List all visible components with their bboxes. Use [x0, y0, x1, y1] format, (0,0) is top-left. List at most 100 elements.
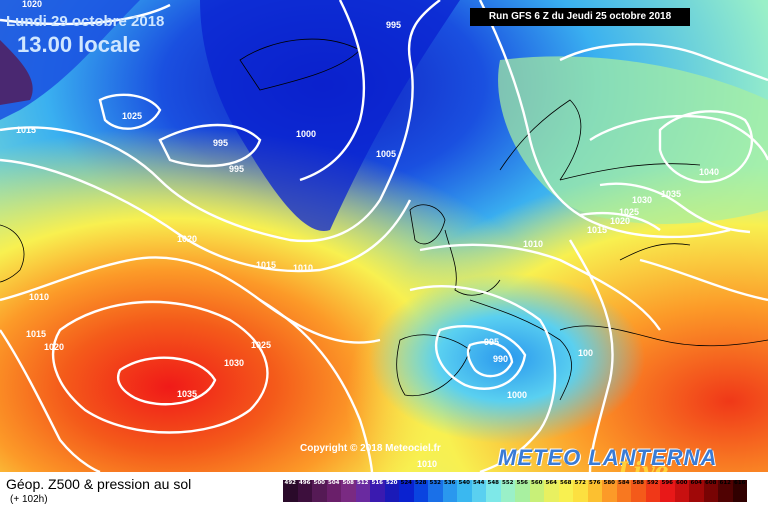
scale-swatch: 508: [341, 480, 356, 502]
scale-value: 492: [284, 480, 296, 486]
isobar-label: 1025: [619, 207, 639, 217]
product-label: Géop. Z500 & pression au sol: [6, 476, 192, 492]
scale-swatch: 616: [732, 480, 747, 502]
scale-swatch: 524: [399, 480, 414, 502]
scale-swatch: 580: [602, 480, 617, 502]
isobar-label: 1035: [661, 189, 681, 199]
isobar-label: 1020: [610, 216, 630, 226]
isobar-label: 995: [386, 20, 401, 30]
run-info: Run GFS 6 Z du Jeudi 25 octobre 2018: [470, 8, 690, 26]
scale-swatch: 612: [718, 480, 733, 502]
isobar-label: 1040: [699, 167, 719, 177]
isobar-label: 1020: [22, 0, 42, 9]
legend-bar: Géop. Z500 & pression au sol (+ 102h) 49…: [0, 472, 768, 512]
scale-value: 544: [473, 480, 485, 486]
scale-swatch: 504: [326, 480, 341, 502]
coastlines: [0, 38, 768, 401]
scale-value: 568: [560, 480, 572, 486]
scale-value: 564: [545, 480, 557, 486]
isobar-label: 1030: [632, 195, 652, 205]
isobar-label: 1015: [587, 225, 607, 235]
isobar-label: 1000: [296, 129, 316, 139]
scale-swatch: 596: [660, 480, 675, 502]
scale-swatch: 540: [457, 480, 472, 502]
scale-value: 560: [531, 480, 543, 486]
scale-swatch: 560: [529, 480, 544, 502]
isobar-label: 1010: [523, 239, 543, 249]
lead-time: (+ 102h): [10, 494, 48, 505]
scale-value: 528: [415, 480, 427, 486]
scale-swatch: 492: [283, 480, 298, 502]
isobar-label: 1020: [44, 342, 64, 352]
isobar-label: 1000: [507, 390, 527, 400]
scale-value: 592: [647, 480, 659, 486]
scale-swatch: 588: [631, 480, 646, 502]
forecast-date: Lundi 29 octobre 2018: [6, 13, 165, 30]
isobar-labels: 1020 995 1025 1015 995 995 1000 1005 102…: [16, 0, 719, 469]
scale-value: 596: [661, 480, 673, 486]
scale-swatch: 556: [515, 480, 530, 502]
isobar-label: 1035: [177, 389, 197, 399]
isobar-label: 1010: [29, 292, 49, 302]
scale-value: 572: [574, 480, 586, 486]
scale-swatch: 604: [689, 480, 704, 502]
isobar-label: 1005: [376, 149, 396, 159]
isobar-label: 995: [229, 164, 244, 174]
isobar-label: 1010: [293, 263, 313, 273]
isobar-label: 995: [484, 337, 499, 347]
scale-value: 504: [328, 480, 340, 486]
scale-value: 616: [734, 480, 746, 486]
copyright-text: Copyright © 2018 Meteociel.fr: [300, 443, 441, 454]
scale-swatch: 592: [645, 480, 660, 502]
scale-swatch: 516: [370, 480, 385, 502]
scale-value: 508: [342, 480, 354, 486]
scale-value: 556: [516, 480, 528, 486]
scale-value: 524: [400, 480, 412, 486]
scale-value: 580: [603, 480, 615, 486]
color-scale: 492 496 500 504 508 512 516 520 524 528 532 536 540 5…: [283, 480, 747, 502]
isobar-label: 100: [578, 348, 593, 358]
scale-value: 608: [705, 480, 717, 486]
scale-swatch: 564: [544, 480, 559, 502]
scale-swatch: 528: [413, 480, 428, 502]
scale-value: 532: [429, 480, 441, 486]
isobar-label: 1015: [256, 260, 276, 270]
scale-swatch: 536: [442, 480, 457, 502]
scale-value: 612: [719, 480, 731, 486]
scale-value: 512: [357, 480, 369, 486]
isobar-label: 1025: [122, 111, 142, 121]
brand-logo: METEO LANTERNA: [498, 445, 718, 470]
scale-swatch: 572: [573, 480, 588, 502]
isobar-label: 995: [213, 138, 228, 148]
scale-swatch: 600: [674, 480, 689, 502]
scale-value: 588: [632, 480, 644, 486]
scale-swatch: 584: [616, 480, 631, 502]
scale-value: 500: [313, 480, 325, 486]
scale-value: 584: [618, 480, 630, 486]
scale-swatch: 496: [297, 480, 312, 502]
scale-value: 516: [371, 480, 383, 486]
isobar-label: 1015: [26, 329, 46, 339]
scale-value: 576: [589, 480, 601, 486]
scale-value: 536: [444, 480, 456, 486]
scale-swatch: 552: [500, 480, 515, 502]
scale-swatch: 548: [486, 480, 501, 502]
isobar-label: 1020: [177, 234, 197, 244]
scale-value: 540: [458, 480, 470, 486]
scale-value: 600: [676, 480, 688, 486]
scale-swatch: 576: [587, 480, 602, 502]
scale-swatch: 568: [558, 480, 573, 502]
scale-swatch: 500: [312, 480, 327, 502]
scale-swatch: 608: [703, 480, 718, 502]
scale-swatch: 544: [471, 480, 486, 502]
forecast-hour: 13.00 locale: [17, 32, 141, 57]
isobar-label: 990: [493, 354, 508, 364]
map-canvas: 1020 995 1025 1015 995 995 1000 1005 102…: [0, 0, 768, 472]
scale-value: 548: [487, 480, 499, 486]
scale-value: 520: [386, 480, 398, 486]
scale-swatch: 520: [384, 480, 399, 502]
isobar-label: 1030: [224, 358, 244, 368]
scale-swatch: 532: [428, 480, 443, 502]
scale-swatch: 512: [355, 480, 370, 502]
